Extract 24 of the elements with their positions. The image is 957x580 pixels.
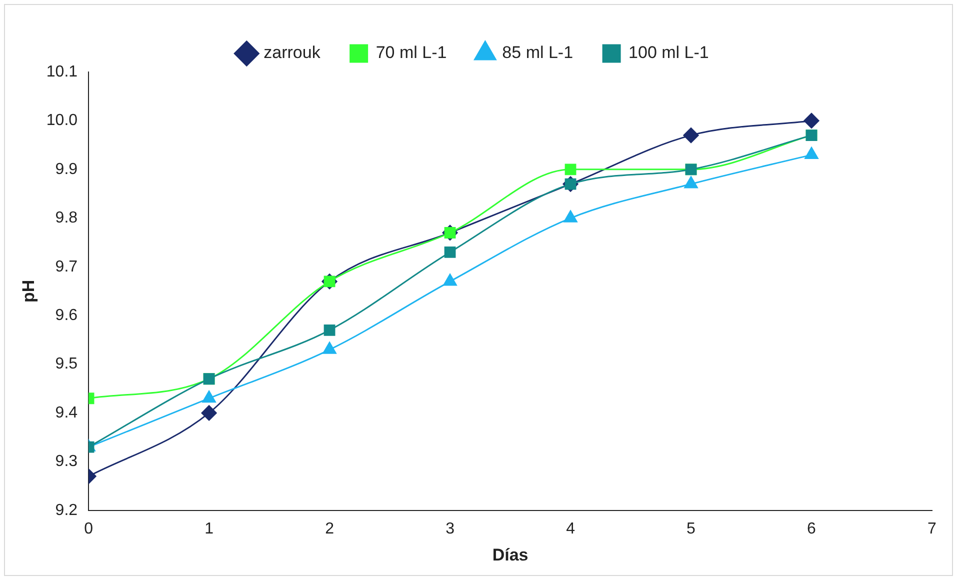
y-tick-label: 9.3 xyxy=(55,453,78,470)
x-tick-label: 7 xyxy=(928,520,937,538)
y-tick-label: 9.4 xyxy=(55,404,78,422)
legend-label: 100 ml L-1 xyxy=(628,43,709,62)
x-tick-label: 1 xyxy=(204,520,214,538)
y-tick-label: 9.7 xyxy=(55,258,78,276)
y-tick-label: 9.9 xyxy=(55,160,78,178)
y-axis-title: pH xyxy=(18,280,38,303)
y-tick-label: 10.0 xyxy=(46,112,78,130)
y-tick-label: 9.6 xyxy=(55,306,78,324)
y-tick-label: 9.8 xyxy=(55,210,78,227)
y-tick-label: 10.1 xyxy=(46,63,78,80)
y-tick-label: 9.2 xyxy=(55,502,78,519)
x-tick-label: 3 xyxy=(446,520,455,538)
x-tick-label: 2 xyxy=(325,520,334,538)
x-axis-title: Días xyxy=(492,545,528,564)
legend-label: 70 ml L-1 xyxy=(376,43,447,62)
legend-label: 85 ml L-1 xyxy=(502,43,574,62)
x-tick-label: 6 xyxy=(807,520,816,538)
legend-label: zarrouk xyxy=(264,43,321,62)
x-tick-label: 4 xyxy=(566,520,576,538)
y-tick-label: 9.5 xyxy=(55,356,78,373)
x-tick-label: 0 xyxy=(84,520,94,538)
x-tick-label: 5 xyxy=(686,520,696,538)
